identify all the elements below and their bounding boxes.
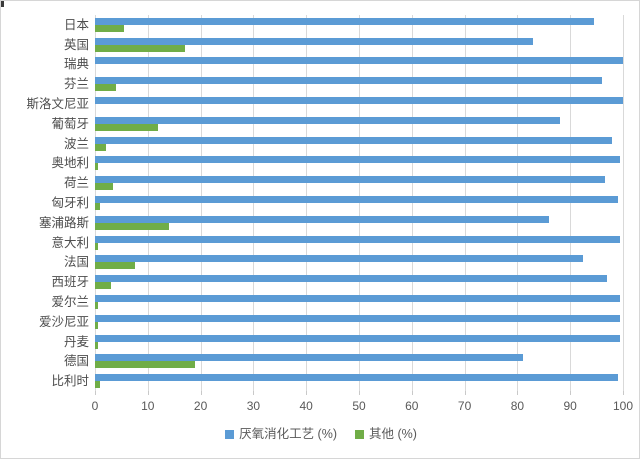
bar-anaerobic-digestion — [95, 77, 602, 85]
bar-anaerobic-digestion — [95, 136, 613, 144]
bar-anaerobic-digestion — [95, 97, 623, 105]
category-label: 爱尔兰 — [51, 294, 89, 309]
x-tick-label: 60 — [405, 399, 419, 413]
category-label: 塞浦路斯 — [38, 215, 89, 230]
legend-label: 其他 (%) — [369, 427, 417, 441]
bar-other — [95, 24, 125, 32]
x-tick-label: 50 — [352, 399, 366, 413]
gridline — [147, 15, 149, 391]
x-tick-label: 100 — [612, 399, 634, 413]
bar-other — [95, 123, 159, 131]
category-label: 芬兰 — [63, 77, 89, 92]
bar-anaerobic-digestion — [95, 156, 621, 164]
x-axis-tick — [95, 391, 96, 395]
category-label: 葡萄牙 — [51, 116, 89, 131]
category-label: 匈牙利 — [51, 196, 89, 210]
category-label: 西班牙 — [51, 275, 89, 290]
gridline — [570, 15, 572, 391]
bar-anaerobic-digestion — [95, 57, 623, 65]
bar-anaerobic-digestion — [95, 275, 608, 283]
x-tick-label: 90 — [563, 399, 577, 413]
gridline — [623, 15, 624, 391]
bar-other — [95, 341, 98, 349]
x-axis-tick — [147, 391, 149, 395]
category-label: 比利时 — [51, 374, 89, 389]
legend-swatch-other-icon — [355, 429, 364, 439]
category-label: 荷兰 — [63, 176, 89, 191]
category-label: 英国 — [63, 37, 89, 52]
bar-other — [95, 381, 101, 389]
corner-artifact — [1, 1, 4, 7]
x-tick-label: 10 — [141, 399, 155, 413]
bar-anaerobic-digestion — [95, 354, 523, 362]
x-axis-tick — [623, 391, 624, 395]
gridline — [517, 15, 519, 391]
gridline — [411, 15, 413, 391]
x-axis-tick — [200, 391, 202, 395]
bar-other — [95, 183, 114, 191]
bar-other — [95, 44, 185, 52]
bar-other — [95, 321, 98, 329]
x-axis-tick — [306, 391, 308, 395]
plot-area — [95, 15, 624, 395]
category-label: 法国 — [63, 255, 89, 270]
category-label: 德国 — [63, 354, 89, 369]
bar-anaerobic-digestion — [95, 294, 621, 302]
x-tick-label: 80 — [510, 399, 525, 413]
category-label: 波兰 — [63, 136, 89, 151]
bar-anaerobic-digestion — [95, 235, 621, 243]
x-tick-label: 30 — [246, 399, 261, 413]
bar-anaerobic-digestion — [95, 176, 605, 184]
x-axis-tick — [570, 391, 572, 395]
bar-anaerobic-digestion — [95, 17, 594, 25]
x-tick-label: 70 — [457, 399, 472, 413]
bar-other — [95, 361, 196, 369]
bar-anaerobic-digestion — [95, 334, 621, 342]
bar-anaerobic-digestion — [95, 255, 584, 263]
category-label: 奥地利 — [51, 156, 89, 171]
bar-other — [95, 262, 135, 270]
bar-anaerobic-digestion — [95, 374, 618, 382]
x-axis-tick — [464, 391, 466, 395]
legend-swatch-anaerobic-icon — [225, 429, 235, 439]
x-axis-tick — [517, 391, 519, 395]
bar-anaerobic-digestion — [95, 37, 534, 45]
bar-anaerobic-digestion — [95, 116, 560, 124]
legend-label: 厌氧消化工艺 (%) — [239, 427, 337, 441]
x-tick-label: 0 — [91, 399, 99, 413]
category-label: 丹麦 — [63, 334, 89, 349]
x-axis-tick — [411, 391, 413, 395]
category-label: 意大利 — [51, 235, 89, 250]
legend-item: 其他 (%) — [355, 428, 417, 441]
x-axis-tick — [253, 391, 255, 395]
x-tick-label: 40 — [299, 399, 313, 413]
category-label: 斯洛文尼亚 — [26, 97, 89, 112]
gridline — [306, 15, 308, 391]
category-label: 爱沙尼亚 — [38, 314, 89, 329]
x-tick-label: 20 — [193, 399, 208, 413]
gridline — [253, 15, 255, 391]
gridline — [464, 15, 466, 391]
bar-other — [95, 203, 101, 210]
legend: 厌氧消化工艺 (%) 其他 (%) — [1, 428, 639, 441]
bar-anaerobic-digestion — [95, 314, 621, 322]
bar-anaerobic-digestion — [95, 196, 618, 203]
category-label: 瑞典 — [63, 57, 89, 72]
category-label: 日本 — [63, 17, 89, 32]
bar-other — [95, 282, 111, 290]
bar-other — [95, 301, 98, 309]
gridline — [359, 15, 360, 391]
bar-anaerobic-digestion — [95, 215, 550, 223]
x-axis-tick — [359, 391, 360, 395]
bar-other — [95, 143, 106, 151]
bar-other — [95, 84, 117, 92]
bar-other — [95, 222, 169, 230]
gridline — [200, 15, 202, 391]
bar-other — [95, 242, 98, 250]
bar-other — [95, 163, 98, 171]
legend-item: 厌氧消化工艺 (%) — [225, 428, 337, 441]
